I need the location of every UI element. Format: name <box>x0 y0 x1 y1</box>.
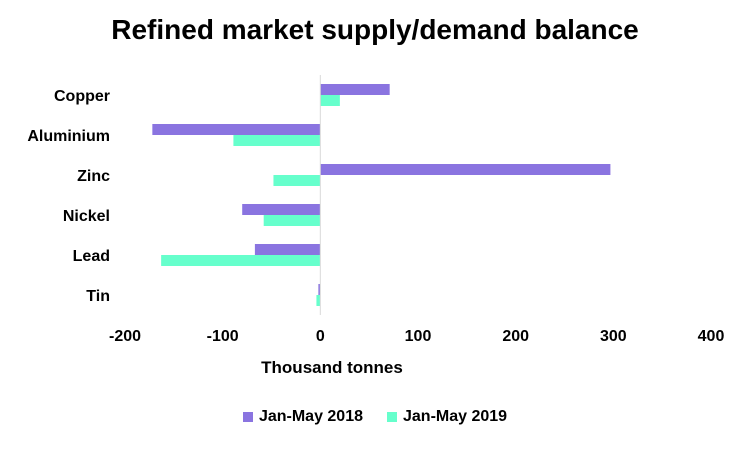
x-tick-label: 200 <box>502 328 529 345</box>
bar-lead-series-2 <box>161 255 321 266</box>
bar-zinc-series-1 <box>320 164 611 175</box>
bar-nickel-series-1 <box>242 204 321 215</box>
bar-aluminium-series-2 <box>233 135 321 146</box>
x-tick-label: 400 <box>698 328 725 345</box>
bar-copper-series-2 <box>320 95 340 106</box>
bar-nickel-series-2 <box>263 215 321 226</box>
legend-swatch <box>387 412 397 422</box>
legend: Jan-May 2018 Jan-May 2019 <box>0 408 750 426</box>
category-label-tin: Tin <box>86 288 110 305</box>
bar-tin-series-1 <box>318 284 321 295</box>
bar-chart: Copper Aluminium Zinc Nickel Lead Tin -200 -10… <box>27 75 725 377</box>
x-axis-title: Thousand tonnes <box>261 358 403 377</box>
legend-item-series-1: Jan-May 2018 <box>242 408 363 426</box>
category-label-lead: Lead <box>73 248 110 265</box>
legend-item-series-2: Jan-May 2019 <box>387 408 507 426</box>
category-label-zinc: Zinc <box>77 168 110 185</box>
bar-tin-series-2 <box>316 295 321 306</box>
x-tick-label: -200 <box>109 328 141 345</box>
bar-lead-series-1 <box>254 244 321 255</box>
x-tick-label: 0 <box>316 328 325 345</box>
chart-title: Refined market supply/demand balance <box>111 14 639 45</box>
x-tick-label: -100 <box>207 328 239 345</box>
category-label-nickel: Nickel <box>63 208 110 225</box>
category-label-aluminium: Aluminium <box>27 128 110 145</box>
legend-swatch <box>242 412 253 422</box>
category-label-copper: Copper <box>54 88 110 105</box>
x-tick-label: 100 <box>405 328 432 345</box>
bar-aluminium-series-1 <box>152 124 321 135</box>
legend-label: Jan-May 2019 <box>403 408 508 425</box>
legend-label: Jan-May 2018 <box>258 408 363 425</box>
bar-copper-series-1 <box>320 84 390 95</box>
x-tick-label: 300 <box>600 328 627 345</box>
bar-zinc-series-2 <box>273 175 321 186</box>
